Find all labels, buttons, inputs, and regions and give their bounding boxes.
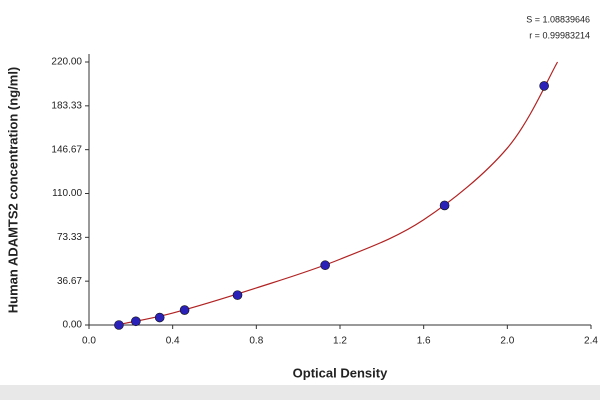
y-tick-label: 110.00	[52, 188, 82, 199]
y-tick-label: 146.67	[51, 144, 82, 155]
y-tick-label: 0.00	[63, 320, 83, 331]
footer-band	[0, 385, 600, 400]
y-tick-label: 73.33	[57, 232, 82, 243]
x-tick-label: 2.4	[584, 336, 598, 347]
x-tick-label: 0.4	[166, 336, 180, 347]
data-point	[320, 260, 330, 271]
data-point	[179, 305, 190, 315]
data-point	[539, 81, 549, 91]
annotation: r = 0.99983214	[529, 30, 590, 40]
y-tick-label: 183.33	[51, 100, 82, 111]
data-point	[232, 290, 243, 300]
x-axis-title: Optical Density	[293, 365, 388, 380]
x-tick-label: 0.8	[249, 336, 263, 347]
fit-curve	[116, 61, 559, 326]
data-point	[131, 316, 141, 327]
y-axis-title: Human ADAMTS2 concentration (ng/ml)	[5, 67, 20, 314]
data-point	[439, 200, 450, 211]
x-tick-label: 0.0	[82, 336, 96, 347]
annotation: S = 1.08839646	[526, 14, 590, 24]
x-tick-label: 1.6	[417, 336, 431, 347]
y-tick-label: 36.67	[57, 276, 82, 287]
data-point	[114, 320, 124, 330]
x-tick-label: 1.2	[333, 336, 347, 347]
data-point	[154, 312, 165, 323]
x-tick-label: 2.0	[500, 336, 514, 347]
y-tick-label: 220.00	[51, 57, 82, 68]
